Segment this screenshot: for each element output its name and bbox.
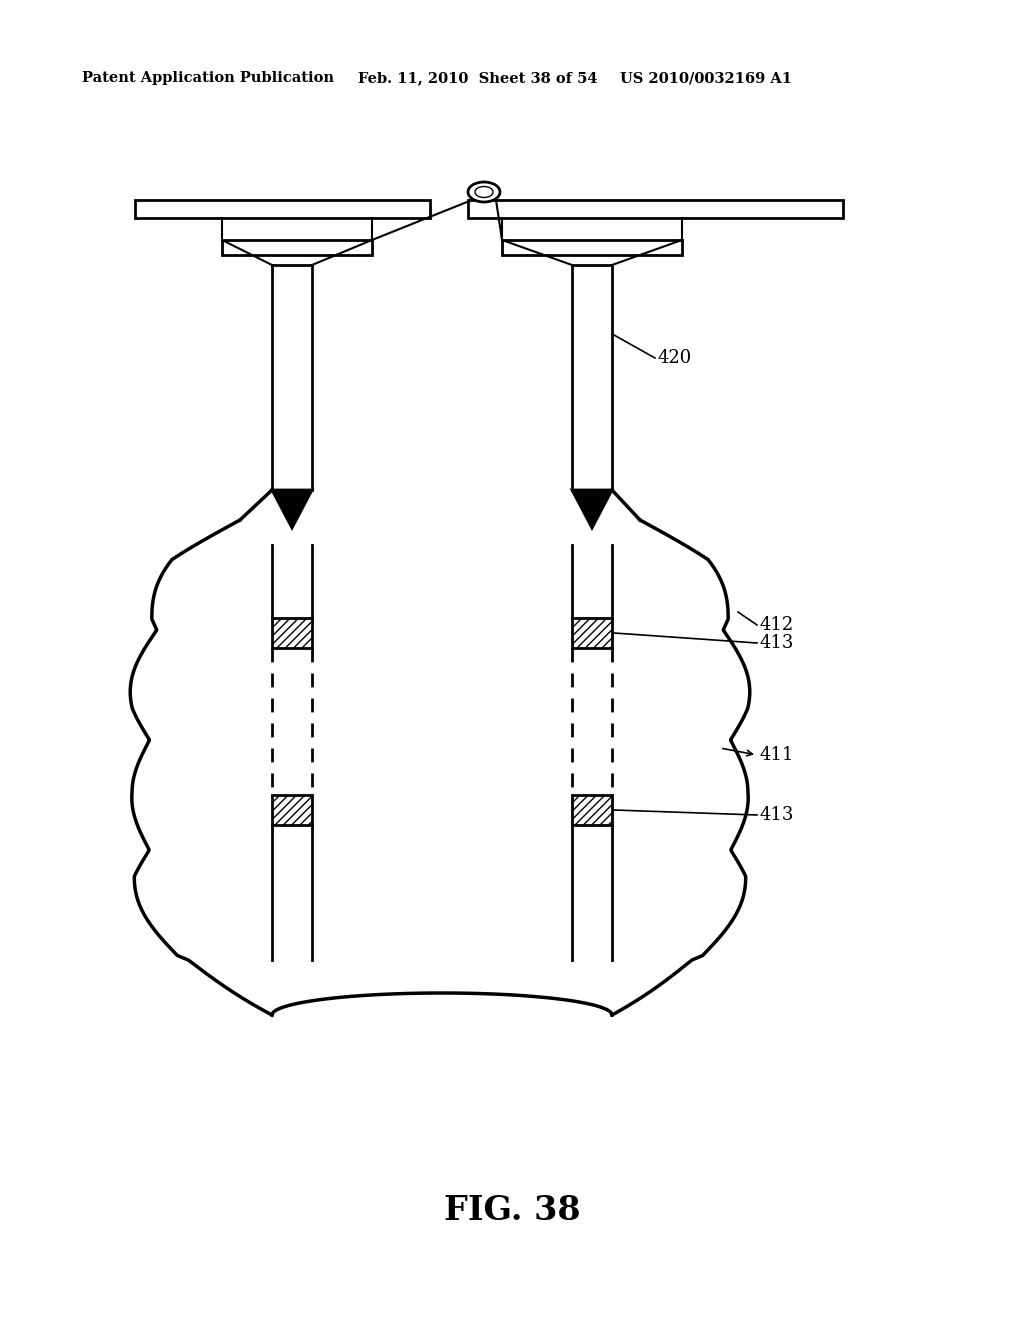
Bar: [222, 240, 372, 255]
Bar: [272, 795, 312, 825]
Text: 420: 420: [658, 348, 692, 367]
Text: 413: 413: [759, 634, 794, 652]
Ellipse shape: [468, 182, 500, 202]
Text: Patent Application Publication: Patent Application Publication: [82, 71, 334, 84]
Bar: [502, 240, 682, 255]
Text: Feb. 11, 2010  Sheet 38 of 54: Feb. 11, 2010 Sheet 38 of 54: [358, 71, 597, 84]
Polygon shape: [572, 490, 612, 528]
Text: FIG. 38: FIG. 38: [443, 1193, 581, 1226]
Bar: [468, 201, 843, 218]
Ellipse shape: [475, 186, 493, 198]
Text: 413: 413: [759, 807, 794, 824]
Bar: [572, 618, 612, 648]
Text: 411: 411: [759, 746, 794, 764]
Bar: [272, 618, 312, 648]
Text: US 2010/0032169 A1: US 2010/0032169 A1: [620, 71, 792, 84]
Polygon shape: [272, 490, 312, 528]
Bar: [572, 795, 612, 825]
Text: 412: 412: [759, 616, 794, 634]
Bar: [135, 201, 430, 218]
